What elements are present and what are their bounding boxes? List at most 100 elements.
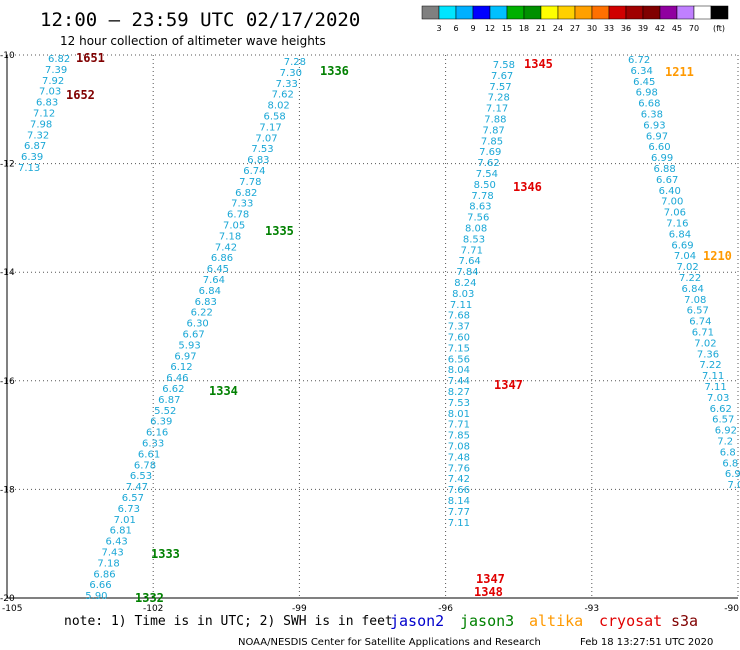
wave-height-value: 8.53 [463, 234, 485, 245]
wave-height-value: 7.22 [699, 360, 721, 371]
legend-jason2: jason2 [390, 612, 444, 630]
wave-height-value: 6.66 [89, 580, 111, 591]
wave-height-value: 7.44 [448, 376, 470, 387]
colorbar-swatch [608, 5, 627, 20]
track-c: 7.587.677.577.287.177.887.877.857.697.62… [448, 60, 515, 529]
wave-height-colorbar: 3 6 9 12 15 18 21 24 27 30 33 36 39 42 45 70 (ft) [421, 5, 729, 33]
wave-height-value: 7.43 [101, 548, 123, 559]
pass-number-jason3: 1334 [209, 384, 238, 398]
colorbar-tick-label: (ft) [713, 24, 725, 33]
wave-height-value: 6.99 [651, 153, 673, 164]
latitude-tick: -14 [0, 268, 15, 278]
colorbar-swatch [455, 5, 474, 20]
pass-number-cryosat: 1346 [513, 180, 542, 194]
wave-height-value: 6.86 [211, 253, 233, 264]
wave-height-value: 8.01 [448, 409, 470, 420]
wave-height-value: 7.37 [448, 322, 470, 333]
wave-height-value: 6.92 [715, 426, 737, 437]
wave-height-value: 6.97 [646, 131, 668, 142]
wave-height-value: 7.57 [489, 82, 511, 93]
wave-height-value: 6.43 [106, 537, 128, 548]
wave-height-value: 6.40 [659, 186, 681, 197]
wave-height-value: 7.71 [461, 245, 483, 256]
longitude-tick: -96 [438, 604, 453, 614]
wave-height-value: 7.68 [448, 311, 470, 322]
colorbar-tick-label: 39 [638, 24, 648, 33]
wave-height-value: 6.87 [24, 141, 46, 152]
wave-height-value: 6.67 [656, 175, 678, 186]
wave-height-value: 7.39 [45, 65, 67, 76]
wave-height-value: 6.74 [689, 317, 711, 328]
wave-height-value: 7.84 [456, 267, 478, 278]
wave-height-value: 5.93 [178, 340, 200, 351]
wave-height-value: 7.33 [231, 199, 253, 210]
wave-height-value: 7.01 [114, 515, 136, 526]
wave-height-value: 7.28 [284, 57, 306, 68]
wave-height-value: 7.17 [259, 122, 281, 133]
colorbar-tick-label: 33 [604, 24, 614, 33]
colorbar-swatch [540, 5, 559, 20]
wave-height-value: 7.03 [707, 393, 729, 404]
wave-height-value: 6.9 [725, 469, 740, 480]
colorbar-swatch [557, 5, 576, 20]
wave-height-value: 7.36 [697, 349, 719, 360]
wave-height-value: 7.18 [97, 558, 119, 569]
legend-altika: altika [529, 612, 583, 630]
wave-height-value: 5.52 [154, 406, 176, 417]
wave-height-tracks: 6.827.397.927.036.837.127.987.326.876.39… [18, 54, 740, 602]
colorbar-tick-label: 12 [485, 24, 495, 33]
wave-height-value: 7.05 [223, 221, 245, 232]
track-a: 6.827.397.927.036.837.127.987.326.876.39… [18, 54, 70, 174]
colorbar-swatch [574, 5, 593, 20]
wave-height-value: 7.58 [493, 60, 515, 71]
wave-height-value: 6.8 [722, 458, 738, 469]
legend-s3a: s3a [671, 612, 698, 630]
wave-height-value: 7.11 [702, 371, 724, 382]
pass-number-jason3: 1336 [320, 64, 349, 78]
wave-height-value: 7.53 [448, 398, 470, 409]
wave-height-value: 7.03 [39, 87, 61, 98]
wave-height-value: 7.98 [30, 119, 52, 130]
wave-height-value: 7.71 [448, 420, 470, 431]
wave-height-value: 6.84 [682, 284, 704, 295]
wave-height-value: 7.56 [467, 213, 489, 224]
wave-height-value: 6.34 [631, 66, 653, 77]
wave-height-value: 6.45 [207, 264, 229, 275]
wave-height-value: 7.07 [255, 133, 277, 144]
wave-height-value: 6.86 [93, 569, 115, 580]
colorbar-tick-label: 9 [470, 24, 475, 33]
wave-height-value: 6.30 [187, 319, 209, 330]
colorbar-swatch [523, 5, 542, 20]
wave-height-value: 6.22 [191, 308, 213, 319]
colorbar-swatch [693, 5, 712, 20]
wave-height-value: 7.04 [674, 251, 696, 262]
generated-timestamp: Feb 18 13:27:51 UTC 2020 [580, 637, 713, 648]
colorbar-tick-label: 27 [570, 24, 580, 33]
colorbar-swatch [676, 5, 695, 20]
wave-height-value: 7.30 [280, 68, 302, 79]
wave-height-value: 7.64 [203, 275, 225, 286]
wave-height-value: 8.14 [448, 496, 470, 507]
wave-height-value: 6.57 [122, 493, 144, 504]
wave-height-value: 7.53 [251, 144, 273, 155]
legend-cryosat: cryosat [599, 612, 662, 630]
colorbar-swatch [642, 5, 661, 20]
wave-height-value: 7.28 [488, 93, 510, 104]
pass-number-cryosat: 1348 [474, 585, 503, 599]
colorbar-tick-label: 45 [672, 24, 682, 33]
wave-height-value: 7.17 [486, 104, 508, 115]
wave-height-value: 7.87 [483, 125, 505, 136]
wave-height-value: 6.93 [643, 120, 665, 131]
wave-height-value: 6.97 [174, 351, 196, 362]
wave-height-value: 7.12 [33, 109, 55, 120]
colorbar-swatch [659, 5, 678, 20]
pass-number-labels: 1651 1652 1336 1335 1334 1333 1332 1345 1346 1347… [66, 51, 732, 605]
track-b: 7.287.307.337.628.026.587.177.077.536.83… [85, 57, 306, 602]
colorbar-swatch [489, 5, 508, 20]
colorbar-swatch [421, 5, 440, 20]
wave-height-value: 7.62 [272, 90, 294, 101]
pass-number-s3a: 1651 [76, 51, 105, 65]
latitude-tick: -10 [0, 51, 15, 61]
units-note: note: 1) Time is in UTC; 2) SWH is in fe… [64, 614, 393, 629]
